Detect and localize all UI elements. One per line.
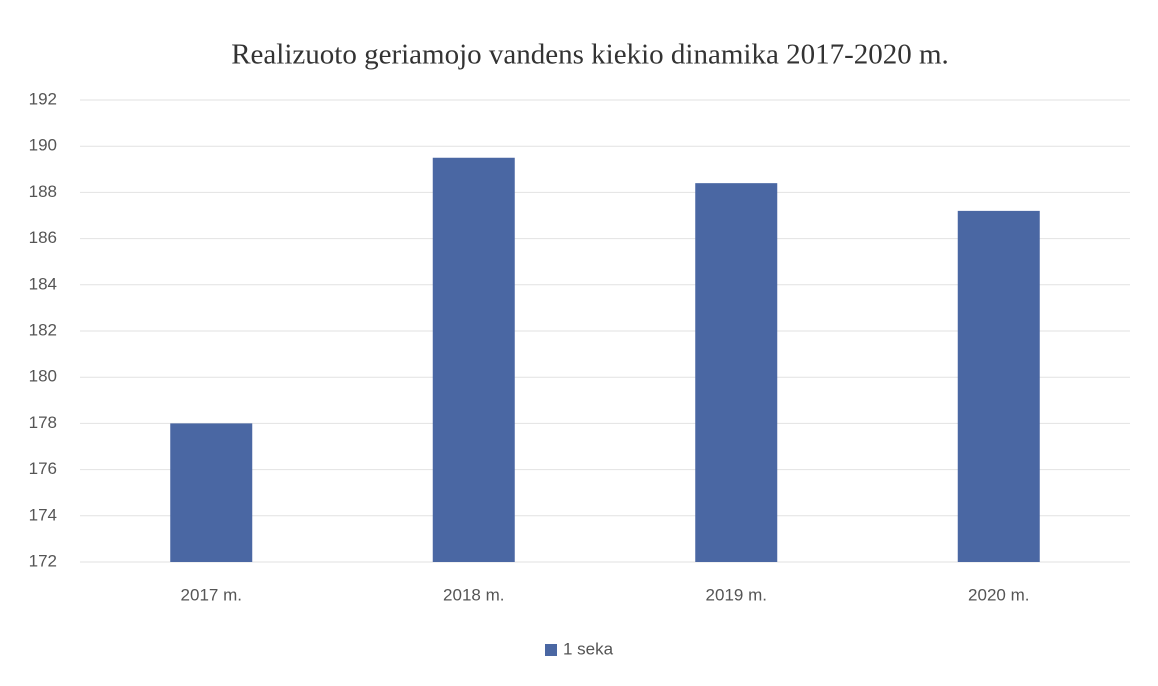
- y-tick-label: 192: [29, 89, 57, 108]
- x-tick-label: 2020 m.: [968, 585, 1029, 604]
- legend-label: 1 seka: [563, 639, 614, 658]
- y-tick-label: 188: [29, 182, 57, 201]
- y-tick-label: 174: [29, 505, 57, 524]
- x-tick-label: 2019 m.: [706, 585, 767, 604]
- bar: [695, 183, 778, 562]
- y-tick-label: 190: [29, 136, 57, 155]
- bar: [170, 423, 253, 562]
- y-tick-label: 182: [29, 320, 57, 339]
- y-tick-label: 184: [29, 274, 57, 293]
- legend-swatch: [545, 644, 557, 656]
- y-tick-label: 178: [29, 413, 57, 432]
- y-tick-label: 180: [29, 367, 57, 386]
- bar: [432, 157, 515, 562]
- y-tick-label: 176: [29, 459, 57, 478]
- y-tick-label: 172: [29, 551, 57, 570]
- bar: [957, 210, 1040, 562]
- x-tick-label: 2017 m.: [181, 585, 242, 604]
- y-tick-label: 186: [29, 228, 57, 247]
- x-tick-label: 2018 m.: [443, 585, 504, 604]
- chart-title: Realizuoto geriamojo vandens kiekio dina…: [231, 39, 949, 71]
